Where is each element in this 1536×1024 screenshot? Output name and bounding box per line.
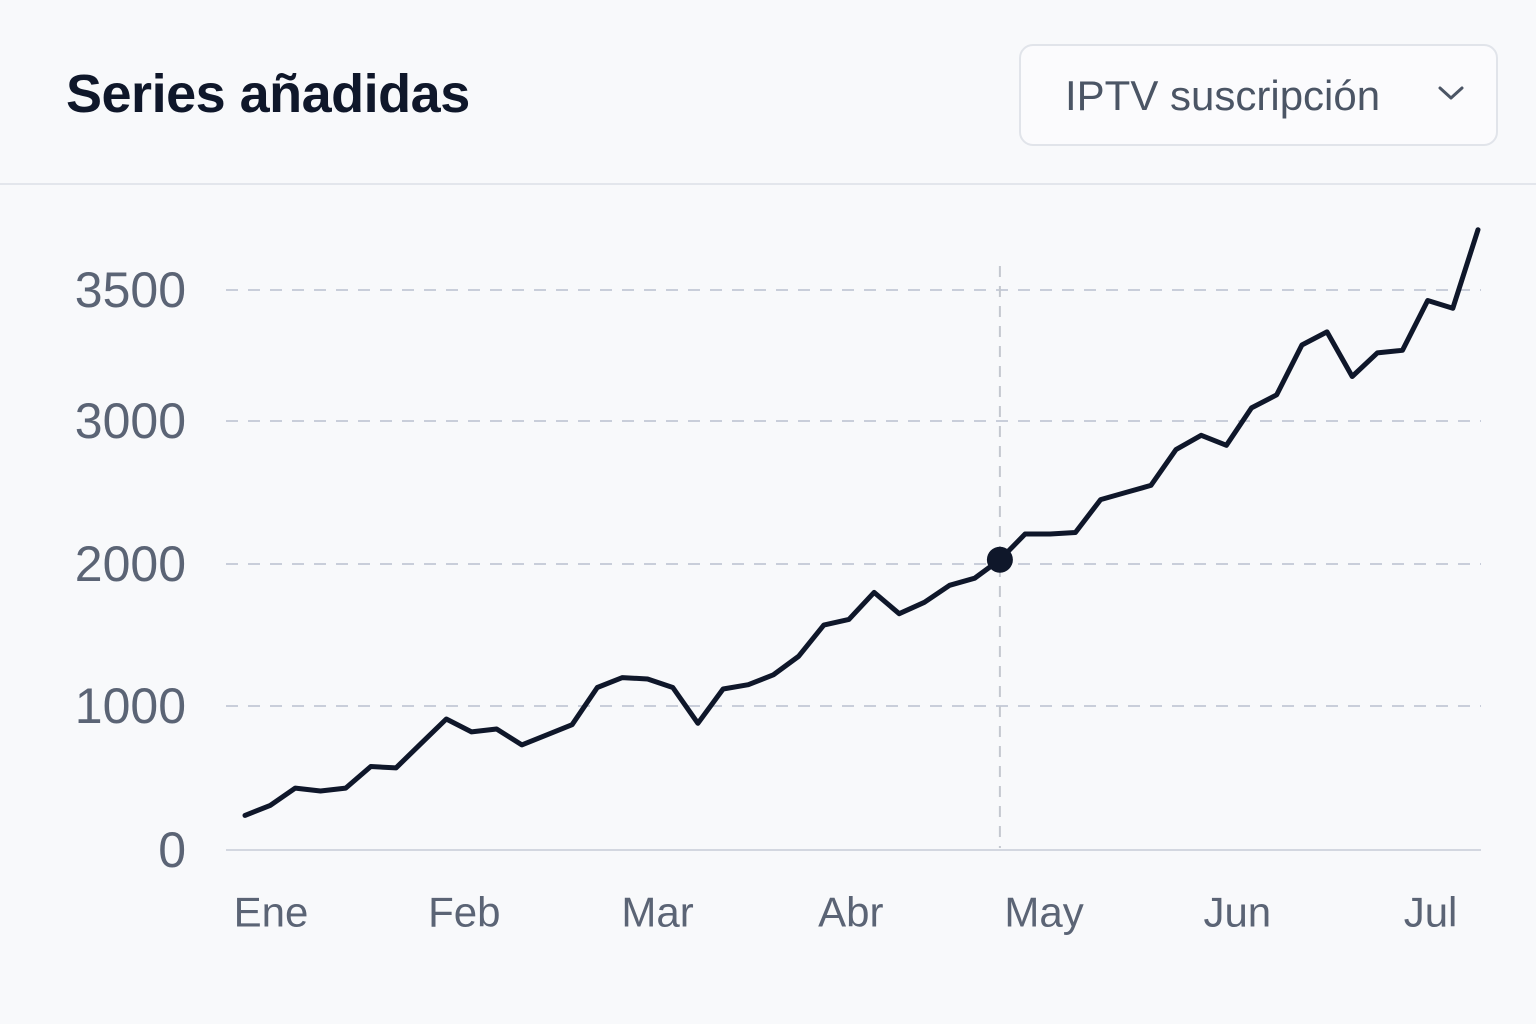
y-axis-ticks: 0 1000 2000 3000 3500 <box>75 262 186 878</box>
series-layer <box>242 227 1481 818</box>
x-tick-label: Ene <box>234 889 309 936</box>
subscription-select-value: IPTV suscripción <box>1065 72 1381 119</box>
subscription-select[interactable]: IPTV suscripción <box>1019 44 1498 146</box>
highlight-point[interactable] <box>986 546 1013 573</box>
x-tick-label: Feb <box>428 889 500 936</box>
x-tick-label: Jul <box>1404 889 1458 936</box>
y-tick-label: 3500 <box>75 262 186 318</box>
x-tick-label: May <box>1004 889 1083 936</box>
x-axis-ticks: Ene Feb Mar Abr May Jun Jul <box>234 889 1458 936</box>
chevron-down-icon <box>1438 86 1464 100</box>
y-tick-label: 3000 <box>75 393 186 449</box>
x-tick-label: Mar <box>621 889 693 936</box>
y-tick-label: 0 <box>158 822 186 878</box>
y-tick-label: 2000 <box>75 536 186 592</box>
y-tick-label: 1000 <box>75 678 186 734</box>
grid-lines <box>226 266 1481 851</box>
x-tick-label: Jun <box>1203 889 1271 936</box>
chart-title: Series añadidas <box>66 64 470 124</box>
x-tick-label: Abr <box>818 889 883 936</box>
series-line <box>242 227 1481 818</box>
card-header: Series añadidas IPTV suscripción <box>0 0 1536 185</box>
